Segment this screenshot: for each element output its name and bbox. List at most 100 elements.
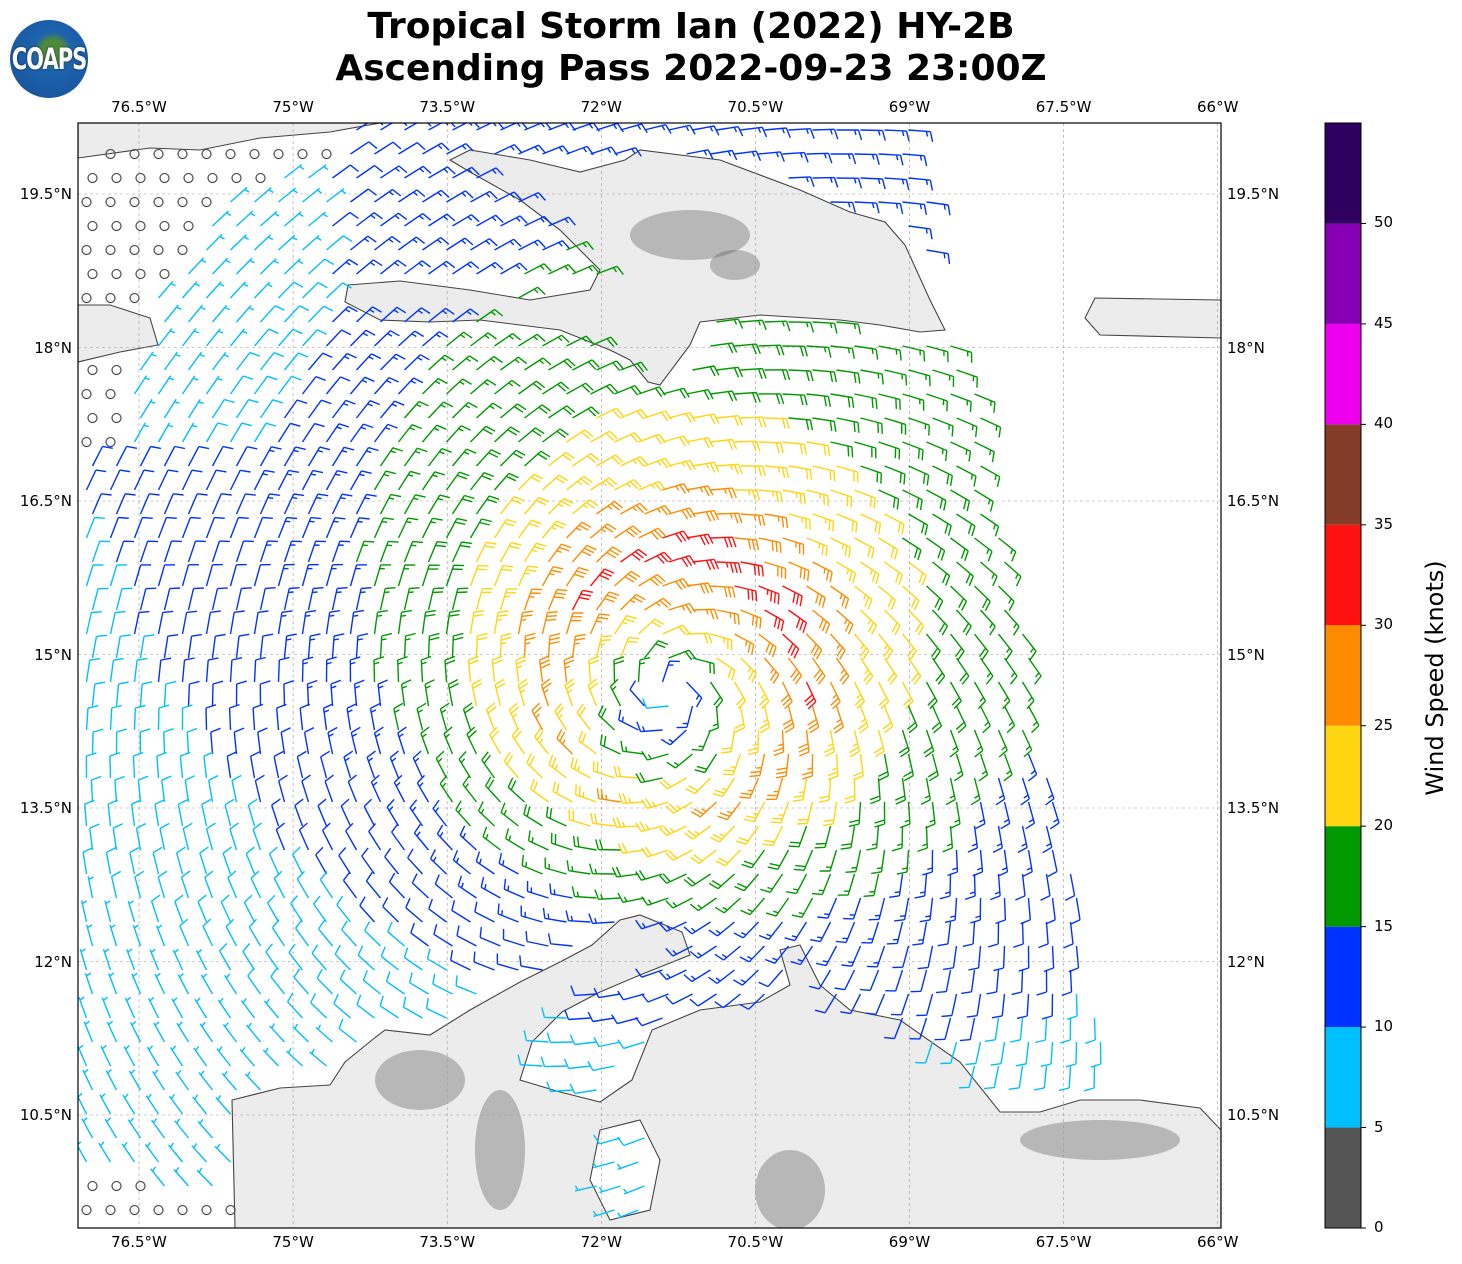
- wind-barb: [689, 945, 717, 959]
- wind-barb: [979, 657, 994, 685]
- wind-barb: [941, 993, 958, 1018]
- wind-barb: [902, 489, 923, 511]
- wind-barb: [764, 561, 787, 579]
- calm-wind-marker: [111, 364, 122, 376]
- wind-barb: [710, 487, 737, 499]
- maracaibo-lake-shape: [589, 1119, 661, 1221]
- wind-barb: [500, 215, 528, 227]
- wind-barb: [740, 609, 762, 629]
- wind-barb: [127, 900, 136, 923]
- wind-barb: [259, 399, 284, 419]
- wind-barb: [1022, 849, 1033, 878]
- wind-barb: [835, 657, 850, 685]
- wind-barb: [810, 921, 832, 943]
- wind-barb: [1015, 1041, 1030, 1067]
- colorbar-frame: [1324, 122, 1362, 1229]
- wind-barb: [683, 969, 711, 983]
- wind-barb: [884, 369, 908, 386]
- wind-barb: [247, 967, 262, 995]
- wind-barb: [983, 1065, 1000, 1090]
- wind-barb: [157, 610, 174, 635]
- wind-barb: [99, 1093, 112, 1115]
- wind-barb: [549, 883, 573, 899]
- wind-barb: [859, 969, 880, 992]
- wind-barb: [517, 565, 539, 587]
- wind-barb: [758, 537, 782, 553]
- wind-barb: [827, 753, 839, 781]
- wind-barb: [187, 540, 206, 563]
- wind-barb: [148, 996, 160, 1019]
- wind-barb: [181, 280, 201, 299]
- wind-barb: [764, 320, 791, 332]
- wind-barb: [225, 918, 238, 947]
- wind-barb: [587, 1060, 615, 1072]
- wind-barb: [548, 216, 576, 227]
- wind-barb: [80, 900, 88, 923]
- wind-barb: [157, 704, 170, 731]
- wind-barb: [149, 948, 160, 971]
- wind-barb: [397, 424, 423, 443]
- colorbar-tick-label: 0: [1374, 1218, 1384, 1236]
- wind-barb: [397, 609, 412, 635]
- wind-barb: [455, 975, 477, 995]
- wind-barb: [812, 417, 837, 432]
- wind-barb: [115, 587, 133, 611]
- wind-barb: [641, 896, 669, 906]
- wind-barb: [950, 585, 968, 611]
- wind-barb: [250, 870, 262, 899]
- wind-barb: [157, 328, 176, 347]
- wind-barb: [812, 465, 836, 482]
- wind-barb: [596, 788, 621, 803]
- wind-barb: [104, 900, 112, 923]
- wind-barb: [341, 920, 358, 947]
- wind-barb: [883, 657, 898, 685]
- wind-barb: [130, 799, 142, 827]
- calm-wind-marker: [111, 172, 122, 184]
- calm-wind-marker: [105, 196, 116, 208]
- wind-barb: [950, 489, 971, 512]
- wind-barb: [109, 611, 126, 635]
- wind-barb: [278, 187, 298, 203]
- wind-barb: [665, 945, 693, 957]
- wind-barb: [908, 513, 929, 536]
- wind-barb: [248, 918, 262, 947]
- wind-barb: [613, 614, 637, 635]
- calm-wind-marker: [135, 220, 146, 232]
- wind-barb: [836, 369, 861, 384]
- colorbar-tick-label: 45: [1374, 313, 1394, 332]
- wind-barb: [564, 1009, 591, 1021]
- wind-barb: [758, 151, 785, 162]
- wind-barb: [920, 777, 931, 806]
- wind-barb: [716, 126, 744, 137]
- wind-barb: [917, 945, 934, 970]
- wind-barb: [211, 680, 224, 707]
- wind-barb: [884, 561, 904, 585]
- wind-barb: [349, 376, 375, 395]
- coaps-logo: COAPS: [10, 20, 88, 98]
- lat-label-right: 10.5°N: [1227, 1106, 1280, 1124]
- wind-barb: [379, 400, 405, 419]
- wind-barb: [198, 1070, 214, 1091]
- wind-barb: [676, 705, 694, 729]
- wind-barb: [115, 681, 129, 707]
- wind-barb: [734, 585, 758, 602]
- wind-barb: [494, 379, 521, 395]
- wind-barb: [85, 705, 99, 731]
- wind-barb: [404, 354, 430, 371]
- wind-barb: [254, 774, 265, 803]
- wind-barb: [319, 871, 334, 899]
- wind-barb: [499, 632, 512, 659]
- wind-barb: [912, 921, 928, 946]
- wind-barb: [542, 381, 570, 395]
- wind-barb: [115, 493, 136, 515]
- wind-barb: [470, 425, 496, 443]
- calm-wind-marker: [129, 244, 140, 256]
- wind-barb: [1035, 1017, 1048, 1044]
- wind-barb: [892, 945, 910, 969]
- wind-barb: [926, 393, 948, 412]
- wind-barb: [991, 993, 1006, 1019]
- wind-barb: [316, 968, 334, 995]
- wind-barb: [878, 537, 899, 560]
- wind-barb: [127, 1117, 142, 1139]
- wind-barb: [85, 469, 107, 491]
